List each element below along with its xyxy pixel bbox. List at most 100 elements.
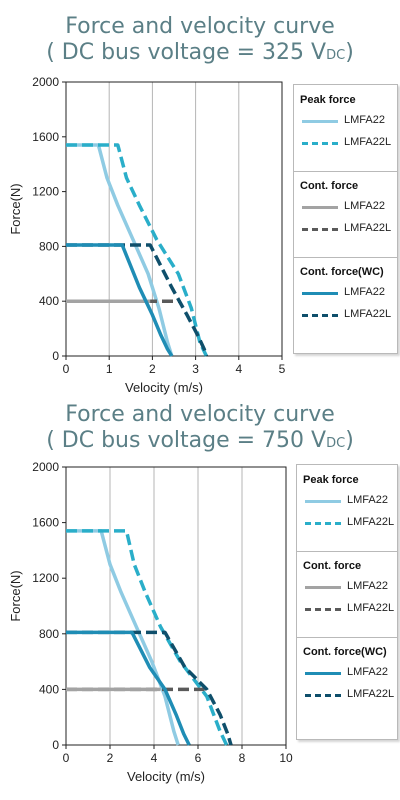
x-axis-label: Velocity (m/s) — [125, 380, 203, 395]
legend-label: LMFA22 — [347, 580, 388, 592]
legend-item: LMFA22 — [302, 286, 400, 300]
legend-swatch — [305, 672, 341, 675]
series-line-5 — [66, 630, 191, 746]
x-tick-label: 0 — [63, 362, 70, 376]
x-tick-label: 2 — [107, 751, 114, 765]
x-tick-label: 6 — [195, 751, 202, 765]
x-tick-label: 5 — [279, 362, 286, 376]
chart-subtitle: ( DC bus voltage = 325 VDC) — [0, 40, 400, 68]
x-tick-label: 2 — [149, 362, 156, 376]
series-line-0 — [66, 529, 180, 746]
plot-frame — [65, 81, 283, 357]
legend-item: LMFA22L — [302, 136, 400, 150]
legend-swatch — [302, 206, 338, 209]
subtitle-subscript: DC — [326, 436, 346, 451]
legend-item: LMFA22L — [305, 602, 400, 616]
series-line-5 — [66, 243, 174, 357]
y-tick-label: 1600 — [32, 516, 59, 530]
legend-label: LMFA22L — [347, 516, 395, 528]
legend-item: LMFA22 — [302, 200, 400, 214]
legend-label: LMFA22L — [344, 136, 392, 148]
x-tick-label: 3 — [192, 362, 199, 376]
subtitle-subscript: DC — [326, 48, 346, 63]
legend-swatch — [305, 522, 341, 525]
legend-separator — [297, 637, 397, 638]
legend-heading: Peak force — [303, 474, 359, 486]
y-tick-label: 0 — [52, 349, 59, 363]
series-line-1 — [66, 529, 229, 746]
series-line-1 — [66, 143, 208, 357]
legend-swatch — [302, 314, 338, 317]
legend-item: LMFA22L — [305, 516, 400, 530]
x-tick-label: 0 — [63, 751, 70, 765]
y-tick-label: 1200 — [32, 185, 59, 199]
y-tick-label: 800 — [39, 239, 59, 253]
legend-separator — [294, 171, 397, 172]
subtitle-text: ( DC bus voltage = 750 V — [46, 428, 327, 453]
chart-subtitle: ( DC bus voltage = 750 VDC) — [0, 428, 400, 456]
legend-swatch — [305, 694, 341, 697]
legend-label: LMFA22L — [344, 308, 392, 320]
legend-label: LMFA22L — [344, 222, 392, 234]
y-axis-label: Force(N) — [8, 183, 23, 234]
legend-item: LMFA22 — [305, 580, 400, 594]
y-tick-label: 400 — [39, 294, 59, 308]
legend-item: LMFA22L — [305, 688, 400, 702]
chart-plot-325v: 0 1 2 3 4 5 0 400 800 1200 1600 2000 Velocity (m/s) F… — [8, 75, 286, 395]
y-axis-label: Force(N) — [8, 570, 23, 621]
series-line-4 — [66, 630, 233, 746]
legend-item: LMFA22 — [302, 114, 400, 128]
x-tick-label: 4 — [151, 751, 158, 765]
plot-frame — [65, 466, 287, 746]
chart-plot-750v: 0 2 4 6 8 10 0 400 800 1200 1600 2000 Velocity (m/s)… — [8, 460, 293, 784]
x-axis-label: Velocity (m/s) — [127, 769, 205, 784]
legend-heading: Cont. force(WC) — [300, 266, 384, 278]
legend-label: LMFA22 — [347, 666, 388, 678]
legend-swatch — [302, 292, 338, 295]
legend-separator — [297, 551, 397, 552]
legend-item: LMFA22 — [305, 494, 400, 508]
legend-swatch — [305, 500, 341, 503]
legend-heading: Peak force — [300, 94, 356, 106]
legend-item: LMFA22 — [305, 666, 400, 680]
chart-title: Force and velocity curve — [65, 402, 335, 427]
series-line-0 — [66, 143, 174, 357]
chart-title: Force and velocity curve — [65, 14, 335, 39]
legend-label: LMFA22 — [347, 494, 388, 506]
legend-swatch — [305, 586, 341, 589]
legend-item: LMFA22L — [302, 222, 400, 236]
y-tick-label: 0 — [52, 738, 59, 752]
series-line-4 — [66, 243, 209, 357]
subtitle-suffix: ) — [345, 428, 354, 453]
x-tick-label: 8 — [239, 751, 246, 765]
y-tick-label: 2000 — [32, 75, 59, 89]
x-tick-label: 1 — [106, 362, 113, 376]
y-tick-label: 400 — [39, 682, 59, 696]
y-tick-label: 1200 — [32, 571, 59, 585]
legend-heading: Cont. force — [300, 180, 359, 192]
legend-swatch — [302, 228, 338, 231]
legend: Peak force LMFA22 LMFA22L Cont. force LMFA22… — [293, 84, 398, 354]
x-tick-label: 4 — [235, 362, 242, 376]
y-tick-label: 800 — [39, 627, 59, 641]
legend: Peak force LMFA22 LMFA22L Cont. force LMFA22… — [296, 464, 398, 740]
y-tick-label: 1600 — [32, 130, 59, 144]
legend-heading: Cont. force — [303, 560, 362, 572]
x-tick-label: 10 — [279, 751, 293, 765]
legend-separator — [294, 257, 397, 258]
legend-label: LMFA22L — [347, 688, 395, 700]
legend-swatch — [302, 120, 338, 123]
legend-label: LMFA22 — [344, 286, 385, 298]
y-tick-label: 2000 — [32, 460, 59, 474]
legend-swatch — [305, 608, 341, 611]
chart-panel-325v: Force and velocity curve ( DC bus voltag… — [0, 14, 400, 395]
legend-swatch — [302, 142, 338, 145]
legend-item: LMFA22L — [302, 308, 400, 322]
subtitle-suffix: ) — [345, 40, 354, 65]
legend-label: LMFA22 — [344, 200, 385, 212]
subtitle-text: ( DC bus voltage = 325 V — [46, 40, 327, 65]
chart-panel-750v: Force and velocity curve ( DC bus voltag… — [0, 400, 400, 800]
legend-label: LMFA22L — [347, 602, 395, 614]
legend-label: LMFA22 — [344, 114, 385, 126]
legend-heading: Cont. force(WC) — [303, 646, 387, 658]
